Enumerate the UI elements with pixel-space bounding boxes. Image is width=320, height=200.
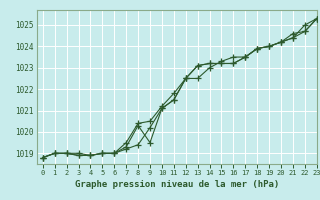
- X-axis label: Graphe pression niveau de la mer (hPa): Graphe pression niveau de la mer (hPa): [75, 180, 279, 189]
